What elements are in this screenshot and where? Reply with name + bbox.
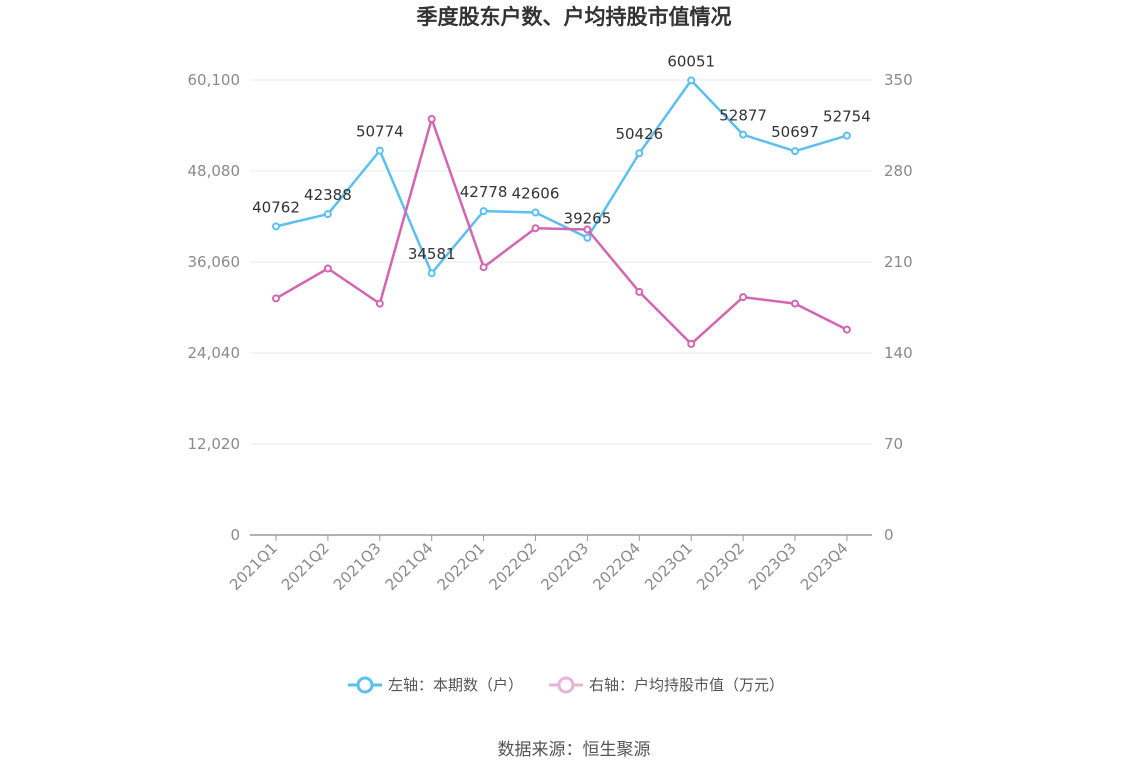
y-right-tick-label: 70 — [884, 435, 903, 453]
x-tick-label: 2022Q4 — [589, 539, 644, 594]
series-layer — [272, 76, 851, 348]
data-point — [791, 147, 799, 156]
x-tick-label: 2021Q2 — [278, 539, 333, 594]
data-point — [479, 207, 488, 216]
legend[interactable]: 左轴：本期数（户） 右轴：户均持股市值（万元） — [348, 676, 784, 694]
y-right-tick-label: 350 — [884, 71, 913, 89]
series-line-avg-holding — [275, 117, 848, 346]
data-point — [842, 325, 851, 334]
data-point — [272, 294, 280, 303]
data-label: 52877 — [719, 107, 767, 125]
data-label: 42388 — [304, 186, 352, 204]
legend-item-right[interactable]: 右轴：户均持股市值（万元） — [549, 676, 784, 694]
data-point — [687, 339, 696, 348]
x-tick-label: 2021Q1 — [226, 539, 281, 594]
data-point — [739, 130, 748, 139]
y-right-tick-label: 140 — [884, 344, 913, 362]
data-point — [531, 224, 540, 233]
data-point — [375, 299, 384, 308]
x-tick-label: 2023Q1 — [641, 539, 696, 594]
data-point — [739, 293, 748, 302]
data-point — [583, 225, 592, 234]
legend-item-left[interactable]: 左轴：本期数（户） — [348, 676, 523, 694]
data-label: 42778 — [460, 183, 508, 201]
legend-label-right: 右轴：户均持股市值（万元） — [589, 676, 784, 694]
x-tick-label: 2022Q1 — [434, 539, 489, 594]
data-point — [427, 269, 436, 278]
data-point — [791, 299, 799, 308]
x-tick-label: 2021Q4 — [382, 539, 437, 594]
y-left-tick-label: 48,080 — [188, 162, 241, 180]
x-tick-label: 2021Q3 — [330, 539, 385, 594]
x-tick-label: 2023Q3 — [745, 539, 800, 594]
data-label: 50697 — [771, 123, 819, 141]
x-tick-label: 2023Q4 — [797, 539, 852, 594]
y-left-tick-label: 36,060 — [188, 253, 241, 271]
data-point — [323, 264, 332, 273]
x-tick-label: 2023Q2 — [693, 539, 748, 594]
data-point — [635, 149, 644, 158]
data-label: 40762 — [252, 198, 300, 216]
legend-label-left: 左轴：本期数（户） — [388, 676, 523, 694]
data-label: 60051 — [667, 52, 715, 70]
y-left-tick-label: 12,020 — [188, 435, 241, 453]
data-label: 34581 — [408, 245, 456, 263]
series-line-shareholders — [275, 79, 848, 275]
y-left-tick-label: 24,040 — [188, 344, 241, 362]
y-right-tick-label: 0 — [884, 526, 894, 544]
legend-swatch-right-marker — [557, 676, 575, 694]
data-label: 39265 — [564, 210, 612, 228]
chart-title: 季度股东户数、户均持股市值情况 — [417, 5, 732, 29]
data-point — [479, 263, 488, 272]
data-point — [427, 115, 436, 123]
data-point — [583, 233, 592, 242]
data-point — [687, 76, 696, 85]
data-label: 52754 — [823, 108, 871, 126]
grid-lines — [250, 79, 872, 445]
y-right-tick-label: 210 — [884, 253, 913, 271]
data-point — [272, 222, 280, 231]
data-label: 50774 — [356, 123, 404, 141]
legend-swatch-left-marker — [356, 676, 374, 694]
data-point — [842, 131, 851, 140]
data-point — [375, 146, 384, 155]
x-tick-label: 2022Q3 — [537, 539, 592, 594]
data-label: 42606 — [512, 184, 560, 202]
source-note: 数据来源：恒生聚源 — [498, 740, 651, 760]
data-point — [531, 208, 540, 217]
data-point — [635, 287, 644, 296]
x-tick-label: 2022Q2 — [486, 539, 541, 594]
y-left-tick-label: 0 — [230, 526, 240, 544]
y-right-tick-label: 280 — [884, 162, 913, 180]
data-point — [323, 210, 332, 219]
data-label: 50426 — [615, 125, 663, 143]
y-left-tick-label: 60,100 — [188, 71, 241, 89]
